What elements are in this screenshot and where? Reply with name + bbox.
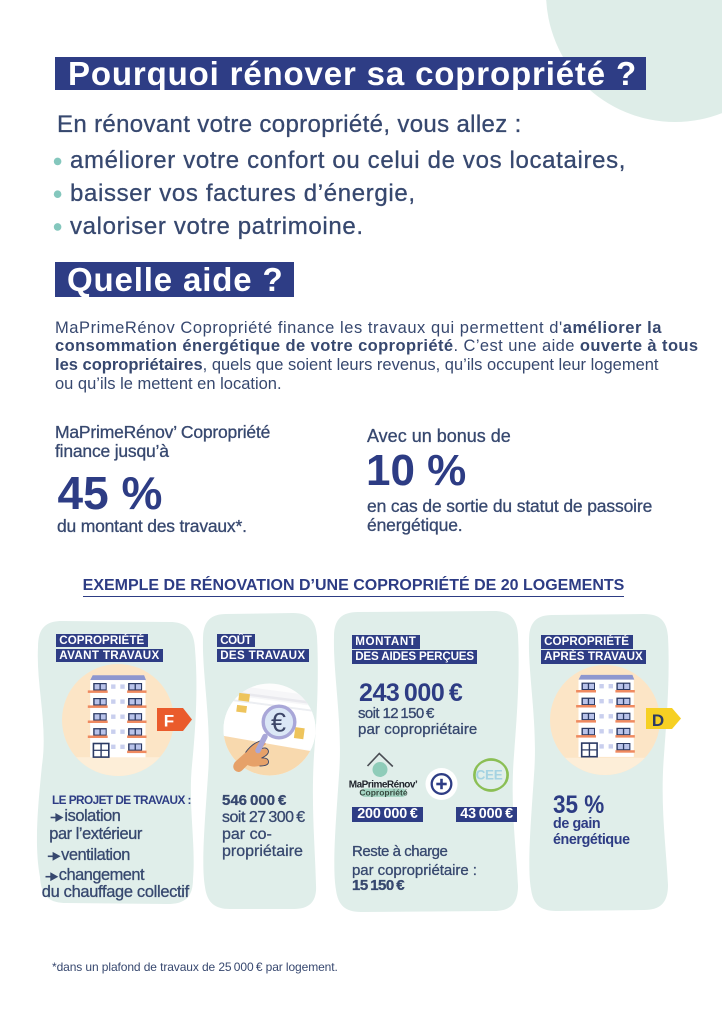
svg-text:MaPrimeRénov’: MaPrimeRénov’ bbox=[349, 780, 418, 791]
svg-text:€: € bbox=[271, 708, 286, 738]
svg-text:F: F bbox=[164, 712, 174, 731]
svg-text:D: D bbox=[652, 711, 664, 730]
svg-text:CEE: CEE bbox=[476, 768, 503, 783]
svg-text:Copropriété: Copropriété bbox=[359, 788, 407, 798]
